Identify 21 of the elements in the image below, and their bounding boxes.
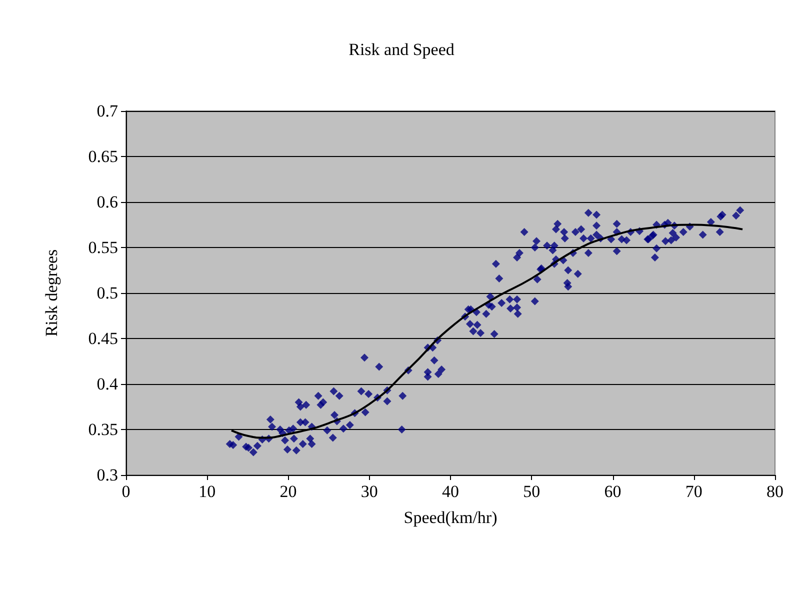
- chart-title: Risk and Speed: [348, 40, 455, 59]
- y-tick-label: 0.5: [96, 284, 118, 302]
- y-tick-label: 0.6: [96, 192, 118, 212]
- x-tick-label: 10: [198, 482, 216, 501]
- x-tick-label: 0: [122, 482, 130, 501]
- x-axis-title: Speed(km/hr): [404, 508, 498, 527]
- y-tick-label: 0.45: [88, 329, 118, 348]
- x-tick-label: 30: [360, 482, 378, 501]
- y-tick-label: 0.3: [96, 466, 118, 484]
- y-axis-title: Risk degrees: [42, 249, 61, 337]
- x-tick-label: 50: [523, 482, 540, 501]
- y-tick-label: 0.35: [88, 420, 118, 439]
- x-tick-label: 20: [280, 482, 297, 501]
- y-tick-label: 0.4: [96, 374, 118, 394]
- x-tick-label: 60: [604, 482, 622, 501]
- y-tick-label: 0.55: [88, 238, 118, 257]
- y-tick-label: 0.7: [96, 102, 118, 120]
- x-tick-label: 40: [442, 482, 459, 501]
- x-tick-label: 70: [685, 482, 702, 501]
- y-tick-label: 0.65: [88, 147, 118, 166]
- x-tick-label: 80: [766, 482, 784, 501]
